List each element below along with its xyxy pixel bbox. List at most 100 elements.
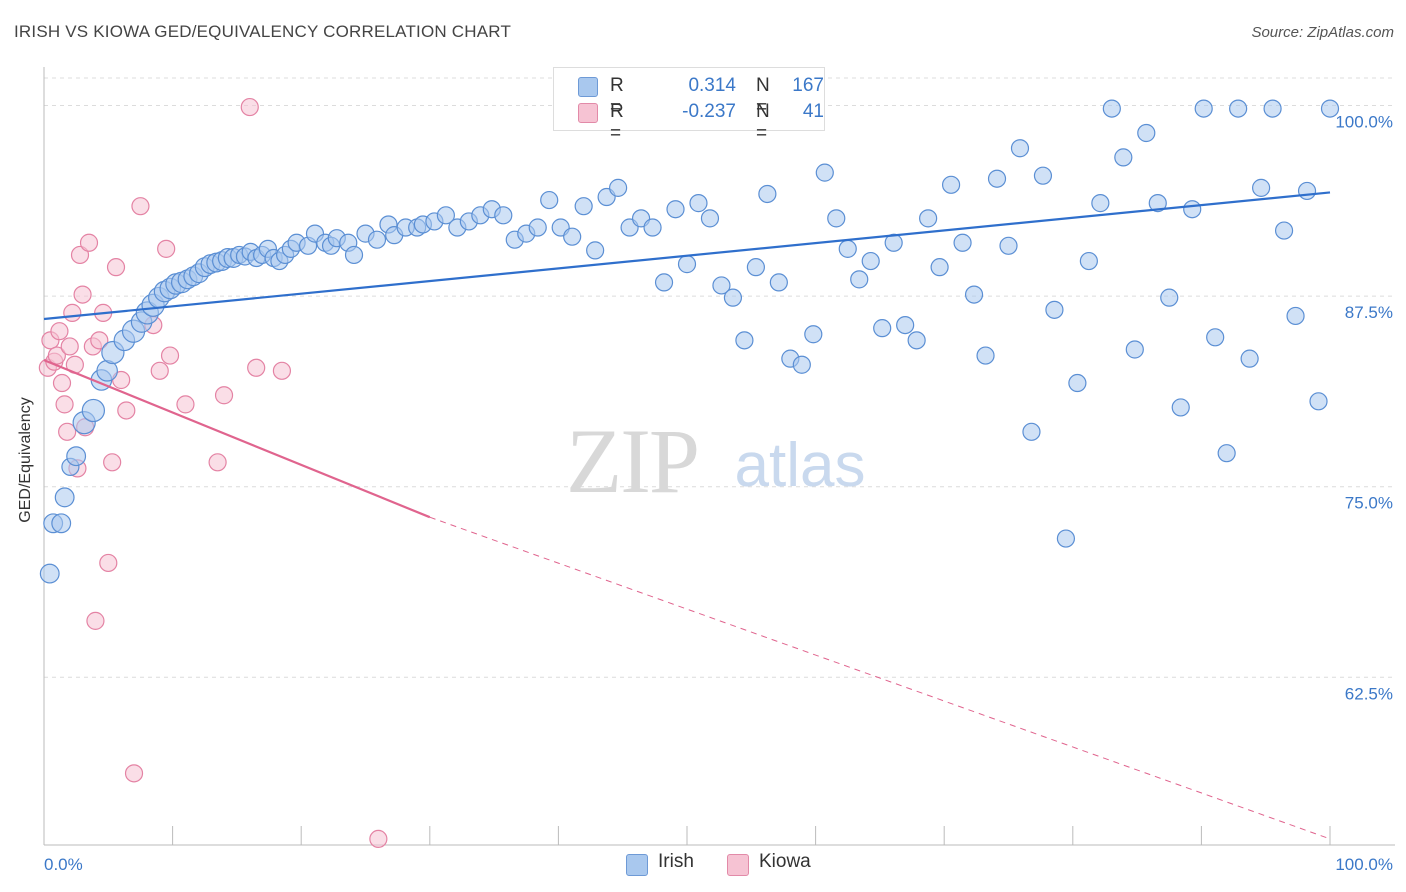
- bottom-legend-swatch-irish: [626, 854, 648, 876]
- irish-point: [884, 233, 903, 252]
- irish-point: [930, 258, 949, 277]
- irish-point: [838, 239, 857, 258]
- y-tick-label: 100.0%: [1335, 113, 1393, 132]
- kiowa-point: [79, 233, 99, 252]
- irish-point: [723, 288, 743, 307]
- zipatlas-watermark: ZIP atlas: [566, 410, 865, 512]
- kiowa-point: [150, 361, 169, 380]
- kiowa-point: [131, 197, 150, 216]
- irish-point: [1045, 300, 1064, 319]
- irish-point: [873, 319, 892, 338]
- irish-point: [1068, 373, 1087, 393]
- gridlines: [44, 77, 1395, 678]
- irish-point: [792, 355, 811, 374]
- irish-point: [1033, 166, 1053, 185]
- irish-point: [677, 255, 697, 274]
- kiowa-trend-line: [43, 359, 431, 519]
- legend-r-value: -0.237: [682, 101, 736, 122]
- irish-point: [654, 273, 674, 292]
- irish-point: [586, 241, 605, 260]
- y-tick-label: 87.5%: [1345, 303, 1393, 322]
- legend-r-value: 0.314: [688, 75, 736, 96]
- irish-point: [735, 331, 754, 350]
- irish-point: [54, 487, 75, 508]
- irish-point: [528, 218, 547, 237]
- irish-point: [1102, 99, 1121, 118]
- irish-point: [941, 175, 961, 194]
- irish-point: [1183, 200, 1202, 219]
- chart-source: Source: ZipAtlas.com: [1251, 24, 1394, 41]
- y-axis-label: GED/Equivalency: [17, 397, 34, 522]
- irish-point: [1240, 349, 1259, 368]
- irish-point: [1309, 392, 1328, 411]
- kiowa-point: [369, 829, 388, 849]
- kiowa-point: [208, 453, 227, 472]
- kiowa-point: [60, 337, 79, 356]
- y-tick-label: 62.5%: [1345, 684, 1393, 703]
- kiowa-point: [272, 361, 292, 380]
- irish-point: [964, 285, 984, 304]
- irish-point: [746, 258, 765, 277]
- irish-point: [609, 178, 628, 197]
- irish-point: [999, 236, 1018, 255]
- kiowa-point: [247, 358, 266, 377]
- kiowa-point: [214, 386, 234, 405]
- irish-point: [1194, 99, 1213, 118]
- kiowa-point: [55, 395, 74, 414]
- irish-point: [1217, 444, 1236, 463]
- kiowa-point: [103, 453, 122, 472]
- kiowa-point: [63, 303, 82, 322]
- irish-point: [39, 563, 60, 584]
- bottom-legend-swatch-kiowa: [727, 854, 749, 876]
- irish-point: [850, 270, 869, 289]
- irish-point: [540, 190, 559, 210]
- irish-point: [861, 251, 880, 271]
- irish-point: [494, 206, 513, 225]
- legend-r-label: R =: [610, 75, 624, 118]
- irish-point: [689, 194, 708, 213]
- irish-point: [712, 276, 731, 295]
- legend-n-label: N =: [756, 75, 770, 118]
- kiowa-point: [58, 422, 77, 441]
- irish-point: [51, 513, 72, 534]
- irish-point: [815, 163, 834, 182]
- irish-point: [436, 206, 455, 225]
- chart-title: IRISH VS KIOWA GED/EQUIVALENCY CORRELATI…: [14, 22, 512, 41]
- irish-point: [1010, 139, 1030, 158]
- axes: [43, 67, 1395, 846]
- irish-point: [81, 398, 106, 423]
- irish-point: [1297, 181, 1317, 201]
- kiowa-point: [106, 258, 126, 277]
- kiowa-point: [176, 395, 195, 414]
- irish-point: [827, 209, 846, 228]
- irish-points: [39, 99, 1340, 584]
- irish-point: [976, 346, 995, 365]
- irish-point: [1137, 123, 1156, 143]
- irish-point: [1160, 288, 1179, 307]
- irish-point: [1206, 328, 1225, 347]
- irish-point: [919, 209, 938, 228]
- irish-point: [953, 233, 972, 252]
- legend-swatch-kiowa: [578, 103, 598, 123]
- legend-r-label: R =: [610, 101, 624, 144]
- irish-point: [1125, 340, 1144, 359]
- x-tick-label-min: 0.0%: [44, 855, 83, 874]
- kiowa-point: [50, 322, 69, 341]
- watermark-zip: ZIP: [566, 410, 698, 512]
- irish-point: [574, 197, 593, 216]
- irish-point: [1274, 221, 1294, 240]
- bottom-legend-label-kiowa: Kiowa: [759, 851, 811, 872]
- watermark-atlas: atlas: [735, 431, 866, 500]
- irish-point: [987, 169, 1007, 188]
- kiowa-point: [52, 373, 72, 393]
- kiowa-point: [240, 97, 259, 117]
- irish-point: [1079, 251, 1098, 271]
- irish-point: [1320, 99, 1340, 118]
- irish-point: [1114, 148, 1133, 167]
- irish-point: [643, 218, 662, 237]
- y-tick-label: 75.0%: [1345, 494, 1393, 513]
- legend-n-label: N =: [756, 101, 770, 144]
- kiowa-point: [47, 346, 66, 365]
- stats-legend: R = 0.314 N = 167 R = -0.237 N = 41: [553, 67, 825, 144]
